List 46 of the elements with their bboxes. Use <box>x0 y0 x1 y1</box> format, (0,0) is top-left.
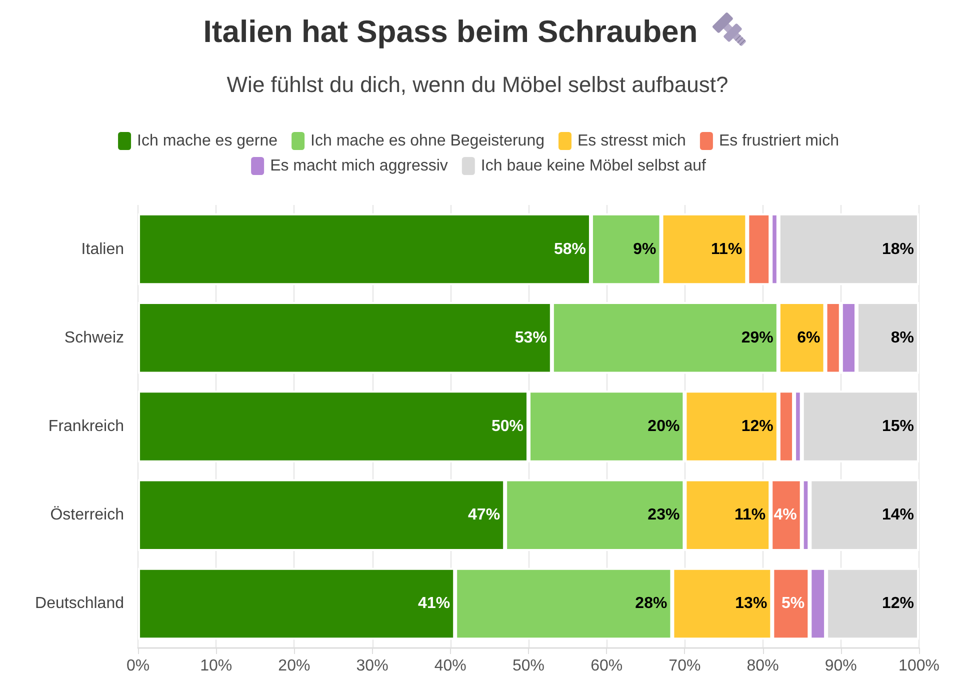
data-label: 41% <box>418 595 450 612</box>
y-tick-label: Italien <box>81 240 124 258</box>
x-tick-label: 80% <box>746 658 779 674</box>
data-label: 8% <box>890 329 914 346</box>
legend-label: Es macht mich aggressiv <box>270 158 448 174</box>
data-label: 47% <box>468 506 500 524</box>
data-label: 20% <box>648 418 680 435</box>
x-tick-label: 60% <box>590 658 623 674</box>
data-label: 11% <box>711 240 742 258</box>
data-label: 12% <box>882 595 914 612</box>
x-tick-label: 30% <box>356 658 388 674</box>
legend-label: Ich mache es gerne <box>137 132 278 150</box>
x-tick-label: 10% <box>200 658 232 674</box>
y-tick-label: Deutschland <box>35 595 124 612</box>
y-tick-label: Schweiz <box>64 329 124 346</box>
data-label: 9% <box>633 240 656 258</box>
legend-label: Es stresst mich <box>577 132 686 150</box>
data-label: 12% <box>741 418 774 435</box>
x-tick-label: 100% <box>898 658 940 674</box>
data-label: 4% <box>774 506 797 524</box>
x-tick-label: 90% <box>824 658 857 674</box>
data-label: 53% <box>514 329 547 346</box>
data-label: 11% <box>734 506 766 524</box>
legend-label: Es frustriert mich <box>718 132 839 150</box>
data-label: 50% <box>491 418 524 435</box>
data-label: 58% <box>554 240 586 258</box>
legend-label: Ich mache es ohne Begeisterung <box>310 132 544 150</box>
y-tick-label: Frankreich <box>48 418 124 435</box>
data-label: 23% <box>648 506 680 524</box>
data-label: 14% <box>882 506 914 524</box>
chart-title: Italien hat Spass beim Schrauben <box>203 13 698 51</box>
data-label: 5% <box>782 595 805 612</box>
x-tick-label: 50% <box>512 658 545 674</box>
data-label: 18% <box>882 240 914 258</box>
x-tick-label: 20% <box>278 658 310 674</box>
data-label: 29% <box>741 329 774 346</box>
data-label: 6% <box>797 329 820 346</box>
y-tick-label: Österreich <box>50 506 124 524</box>
x-tick-label: 40% <box>434 658 466 674</box>
data-label: 13% <box>735 595 768 612</box>
data-label: 15% <box>882 418 914 435</box>
data-label: 28% <box>635 595 668 612</box>
chart-subtitle: Wie fühlst du dich, wenn du Möbel selbst aufbaust? <box>226 71 730 99</box>
x-tick-label: 70% <box>668 658 701 674</box>
legend-label: Ich baue keine Möbel selbst auf <box>480 158 706 174</box>
x-tick-label: 0% <box>126 658 150 674</box>
